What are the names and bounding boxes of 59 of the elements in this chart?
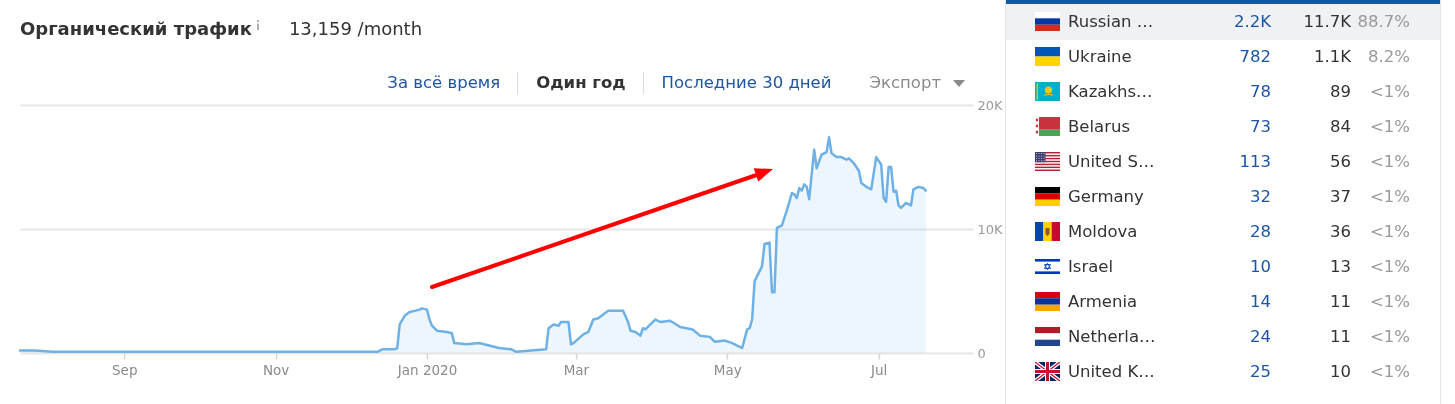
x-tick-label: Jan 2020 (396, 361, 458, 378)
data-label: 24 (1250, 326, 1271, 348)
data-label: 37 (1330, 186, 1351, 208)
text: За всё время (387, 72, 501, 94)
category-label: Netherla… (1068, 326, 1156, 348)
category-label: Ukraine (1068, 46, 1132, 68)
y-tick-label: 10K (977, 221, 1004, 237)
category-label: United S… (1068, 151, 1155, 173)
data-label: 782 (1239, 46, 1271, 68)
data-label: <1% (1369, 151, 1410, 173)
data-label: 11.7K (1303, 11, 1351, 33)
text: Один год (536, 72, 626, 94)
y-tick-label: 0 (977, 345, 986, 361)
category-label: Moldova (1068, 221, 1138, 243)
category-label: Armenia (1068, 291, 1138, 313)
data-label: 88.7% (1357, 11, 1410, 33)
data-label: <1% (1369, 291, 1410, 313)
x-tick-label: Jul (870, 361, 888, 378)
data-label: <1% (1369, 186, 1410, 208)
data-label: 84 (1330, 116, 1351, 138)
data-label: <1% (1369, 361, 1410, 383)
data-label: <1% (1369, 326, 1410, 348)
data-label: 14 (1250, 291, 1271, 313)
data-label: <1% (1369, 256, 1410, 278)
data-label: 8.2% (1368, 46, 1410, 68)
data-label: 10 (1330, 361, 1351, 383)
category-label: United K… (1068, 361, 1155, 383)
data-label: 73 (1250, 116, 1271, 138)
data-label: 56 (1330, 151, 1351, 173)
data-label: 13 (1330, 256, 1351, 278)
chart-title: Органический трафик (20, 17, 252, 41)
data-label: <1% (1369, 81, 1410, 103)
category-label: Israel (1068, 256, 1114, 278)
data-label: 78 (1250, 81, 1271, 103)
text: Экспорт (869, 72, 941, 94)
category-label: Kazakhs… (1068, 81, 1153, 103)
data-label: 2.2K (1233, 11, 1271, 33)
x-tick-label: Nov (262, 361, 290, 378)
data-label: 10 (1250, 256, 1271, 278)
data-label: 11 (1330, 291, 1351, 313)
x-tick-label: Mar (563, 361, 590, 378)
data-label: 36 (1330, 221, 1351, 243)
data-label: <1% (1369, 221, 1410, 243)
x-tick-label: May (713, 361, 742, 378)
data-label: 32 (1250, 186, 1271, 208)
data-label: 11 (1330, 326, 1351, 348)
x-tick-label: Sep (112, 361, 138, 378)
data-label: 1.1K (1313, 46, 1351, 68)
category-label: Russian … (1068, 11, 1154, 33)
category-label: Germany (1068, 186, 1144, 208)
data-label: 25 (1250, 361, 1271, 383)
category-label: Belarus (1068, 116, 1131, 138)
chart-subtitle: 13,159 /month (288, 17, 423, 41)
data-label: 28 (1250, 221, 1271, 243)
data-label: <1% (1369, 116, 1410, 138)
text: Последние 30 дней (661, 72, 832, 94)
y-tick-label: 20K (977, 97, 1004, 113)
data-label: 113 (1239, 151, 1271, 173)
data-label: 89 (1330, 81, 1351, 103)
